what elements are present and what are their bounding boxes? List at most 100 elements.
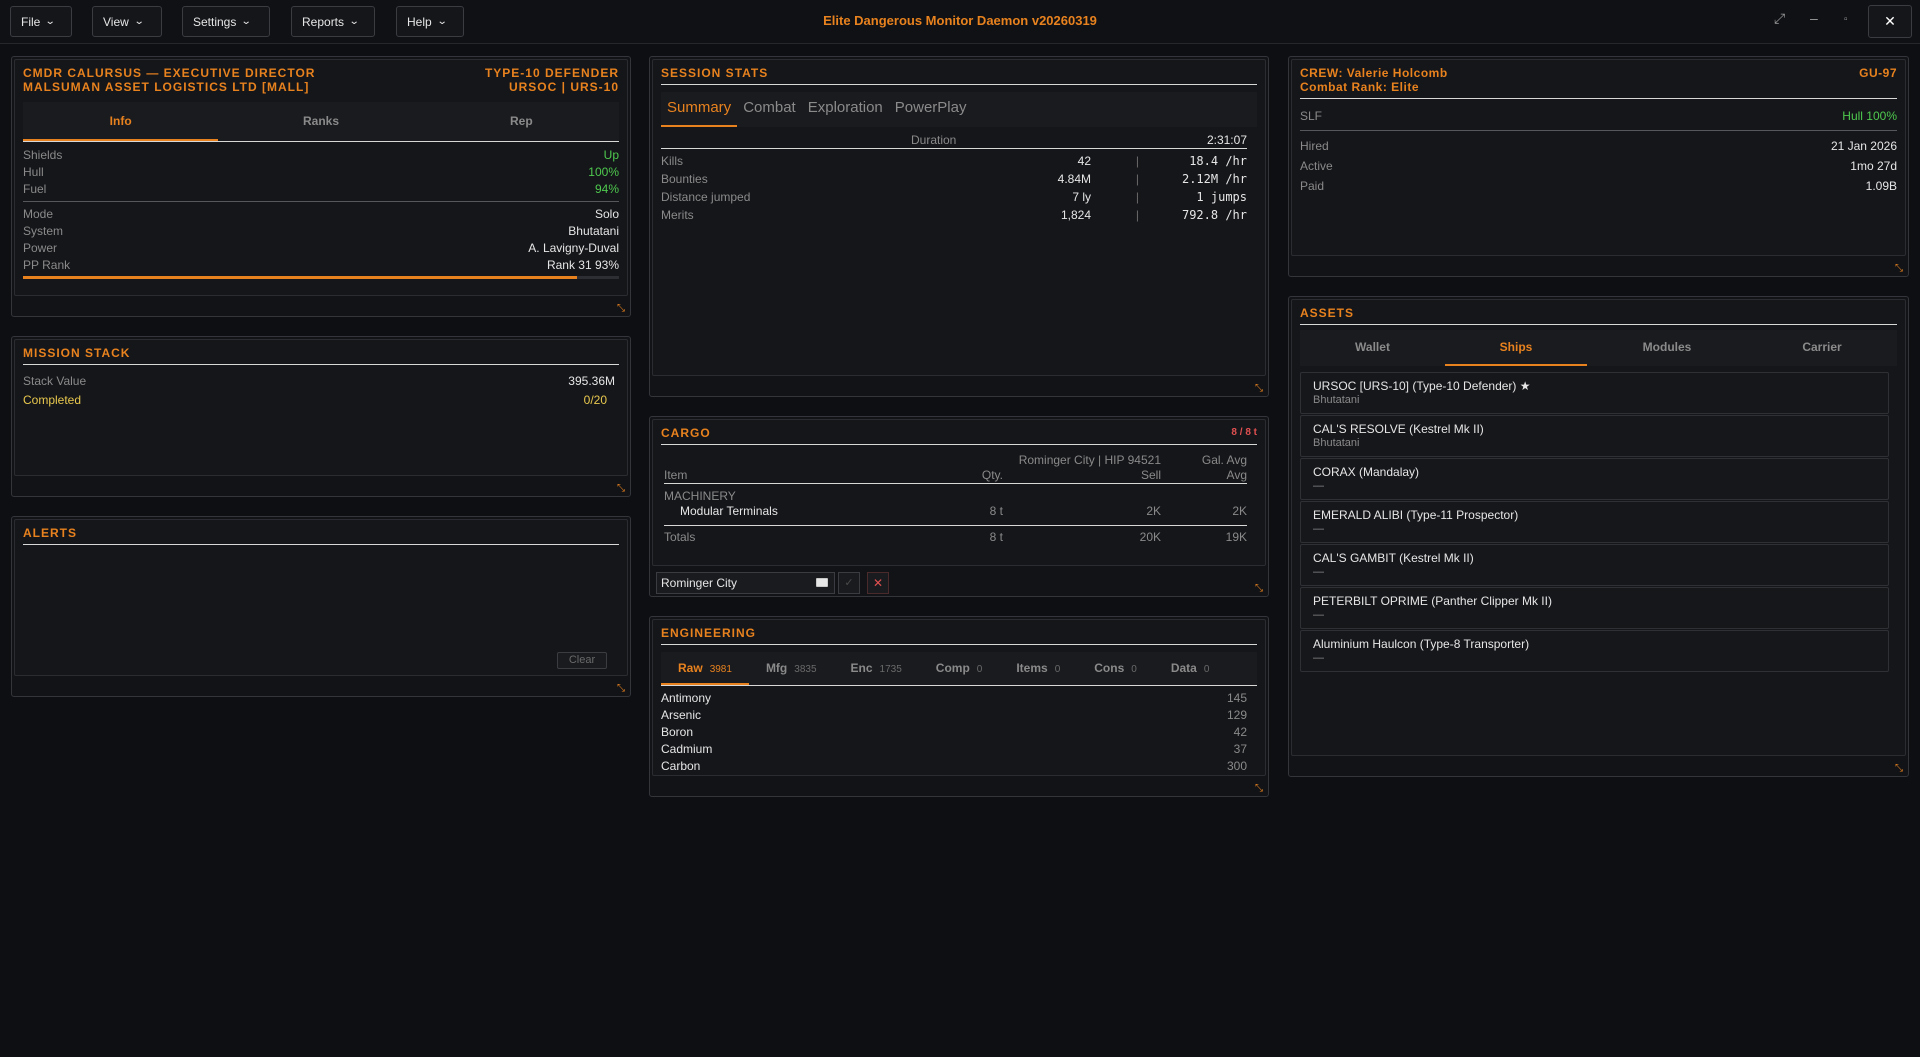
material-count: 37 — [1233, 742, 1247, 756]
tab-rep[interactable]: Rep — [509, 114, 533, 128]
resize-handle-icon[interactable]: ⤡ — [1895, 763, 1903, 774]
app-title: Elite Dangerous Monitor Daemon v20260319 — [823, 13, 1097, 28]
ship-list-item[interactable]: Aluminium Haulcon (Type-8 Transporter) — — [1300, 630, 1889, 672]
session-stat-row: Kills 42 | 18.4 /hr — [661, 154, 1247, 170]
ship-list-item[interactable]: CORAX (Mandalay) — — [1300, 458, 1889, 500]
cargo-item-avg: 2K — [1232, 504, 1247, 518]
mission-stack-title: MISSION STACK — [23, 346, 131, 360]
session-tabs: Summary Combat Exploration PowerPlay — [661, 92, 1257, 127]
market-header: Rominger City | HIP 94521 — [1018, 453, 1161, 467]
engineering-tabs: Raw 3981 Mfg 3835 Enc 1735 Comp 0 Items 0 Cons 0 Dat… — [661, 652, 1257, 686]
cargo-item-qty: 8 t — [989, 504, 1003, 518]
crew-id: GU-97 — [1859, 66, 1897, 80]
resize-handle-icon[interactable]: ⤡ — [617, 483, 625, 494]
resize-handle-icon[interactable]: ⤡ — [1895, 263, 1903, 274]
tab-exploration[interactable]: Exploration — [807, 99, 883, 116]
pprank-row: PP Rank Rank 31 93% — [23, 257, 619, 273]
tab-comp[interactable]: Comp 0 — [919, 652, 1000, 685]
resize-handle-icon[interactable]: ⤡ — [1255, 783, 1263, 794]
tab-summary[interactable]: Summary — [661, 92, 738, 127]
material-name: Arsenic — [661, 708, 702, 722]
stat-value: 42 — [1077, 154, 1091, 168]
hired-row: Hired 21 Jan 2026 — [1300, 138, 1897, 154]
stat-label: Kills — [661, 154, 684, 168]
resize-handle-icon[interactable]: ⤡ — [1255, 583, 1263, 594]
tab-data[interactable]: Data 0 — [1154, 652, 1227, 685]
minimize-icon[interactable]: – — [1810, 10, 1818, 26]
tab-count: 3981 — [709, 664, 732, 675]
resize-handle-icon[interactable]: ⤡ — [617, 683, 625, 694]
assets-tabs: Wallet Ships Modules Carrier — [1300, 330, 1897, 366]
tab-modules[interactable]: Modules — [1642, 340, 1692, 354]
cargo-item-sell: 2K — [1146, 504, 1161, 518]
ship-list-item[interactable]: PETERBILT OPRIME (Panther Clipper Mk II)… — [1300, 587, 1889, 629]
market-search-input[interactable]: Rominger City — [656, 572, 835, 594]
tab-mfg[interactable]: Mfg 3835 — [749, 652, 834, 685]
tab-powerplay[interactable]: PowerPlay — [894, 99, 967, 116]
tab-ranks[interactable]: Ranks — [302, 114, 340, 128]
assets-panel: ASSETS Wallet Ships Modules Carrier URSO… — [1288, 296, 1909, 777]
tab-wallet[interactable]: Wallet — [1355, 340, 1390, 354]
chevron-down-icon: ⌄ — [45, 16, 56, 27]
tab-cons[interactable]: Cons 0 — [1077, 652, 1154, 685]
resize-handle-icon[interactable]: ⤡ — [1255, 383, 1263, 394]
paid-row: Paid 1.09B — [1300, 178, 1897, 194]
chevron-down-icon: ⌄ — [348, 16, 360, 27]
tab-label: Enc — [850, 661, 873, 675]
fuel-label: Fuel — [23, 182, 47, 196]
divider — [23, 201, 619, 202]
mission-stack-panel: MISSION STACK Stack Value 395.36M Complet… — [11, 336, 631, 497]
crew-panel: CREW: Valerie Holcomb Combat Rank: Elite… — [1288, 56, 1909, 277]
tab-label: Mfg — [765, 661, 788, 675]
tab-combat[interactable]: Combat — [743, 99, 796, 116]
commander-panel: CMDR CALURSUS — EXECUTIVE DIRECTOR MALSU… — [11, 56, 631, 317]
tab-count: 0 — [1131, 664, 1137, 675]
commander-tabs: Info Ranks Rep — [23, 102, 619, 142]
tab-raw[interactable]: Raw 3981 — [661, 652, 749, 685]
tab-ships[interactable]: Ships — [1445, 330, 1587, 366]
reports-menu[interactable]: Reports ⌄ — [291, 6, 375, 37]
tab-carrier[interactable]: Carrier — [1802, 340, 1842, 354]
close-button[interactable]: ✕ — [1868, 5, 1912, 38]
resize-handle-icon[interactable]: ⤡ — [617, 303, 625, 314]
cargo-capacity: 8 / 8 t — [1231, 427, 1257, 438]
engineering-panel: ENGINEERING Raw 3981 Mfg 3835 Enc 1735 Comp 0 It… — [649, 616, 1269, 797]
hull-row: Hull 100% — [23, 164, 619, 180]
file-menu[interactable]: File ⌄ — [10, 6, 72, 37]
help-menu[interactable]: Help ⌄ — [396, 6, 464, 37]
ship-name: CAL'S GAMBIT (Kestrel Mk II) — [1313, 551, 1474, 565]
ship-list-item[interactable]: URSOC [URS-10] (Type-10 Defender) ★ Bhuta… — [1300, 372, 1889, 414]
fullscreen-icon[interactable]: ⤢ — [1774, 10, 1786, 26]
stat-rate: 2.12M /hr — [1181, 172, 1247, 186]
tab-info[interactable]: Info — [23, 102, 219, 141]
cancel-market-button[interactable]: ✕ — [867, 572, 889, 594]
clear-alerts-button[interactable]: Clear — [557, 652, 607, 669]
col-avg: Avg — [1226, 468, 1247, 482]
stat-separator: | — [1135, 172, 1139, 186]
ship-list-item[interactable]: CAL'S GAMBIT (Kestrel Mk II) — — [1300, 544, 1889, 586]
tab-enc[interactable]: Enc 1735 — [834, 652, 919, 685]
alerts-title: ALERTS — [23, 526, 77, 540]
crew-name: CREW: Valerie Holcomb — [1300, 66, 1448, 80]
cargo-title: CARGO — [661, 426, 711, 440]
tab-label: Raw — [678, 661, 703, 675]
totals-sell: 20K — [1139, 530, 1161, 544]
settings-menu[interactable]: Settings ⌄ — [182, 6, 270, 37]
view-menu[interactable]: View ⌄ — [92, 6, 162, 37]
tab-label: Items — [1016, 661, 1048, 675]
maximize-icon[interactable]: ▫ — [1844, 14, 1848, 25]
stack-value: 395.36M — [568, 374, 615, 388]
pprank-progress-bar — [23, 276, 619, 279]
stat-rate: 18.4 /hr — [1189, 154, 1247, 168]
power-row: Power A. Lavigny-Duval — [23, 240, 619, 256]
material-count: 129 — [1226, 708, 1247, 722]
shields-value: Up — [603, 148, 619, 162]
ship-list-item[interactable]: CAL'S RESOLVE (Kestrel Mk II) Bhutatani — [1300, 415, 1889, 457]
title-rule — [23, 544, 619, 545]
title-rule — [661, 644, 1257, 645]
session-stat-row: Bounties 4.84M | 2.12M /hr — [661, 172, 1247, 188]
ship-list-item[interactable]: EMERALD ALIBI (Type-11 Prospector) — — [1300, 501, 1889, 543]
confirm-market-button[interactable]: ✓ — [838, 572, 860, 594]
clear-text-icon[interactable] — [816, 578, 828, 587]
tab-items[interactable]: Items 0 — [999, 652, 1077, 685]
